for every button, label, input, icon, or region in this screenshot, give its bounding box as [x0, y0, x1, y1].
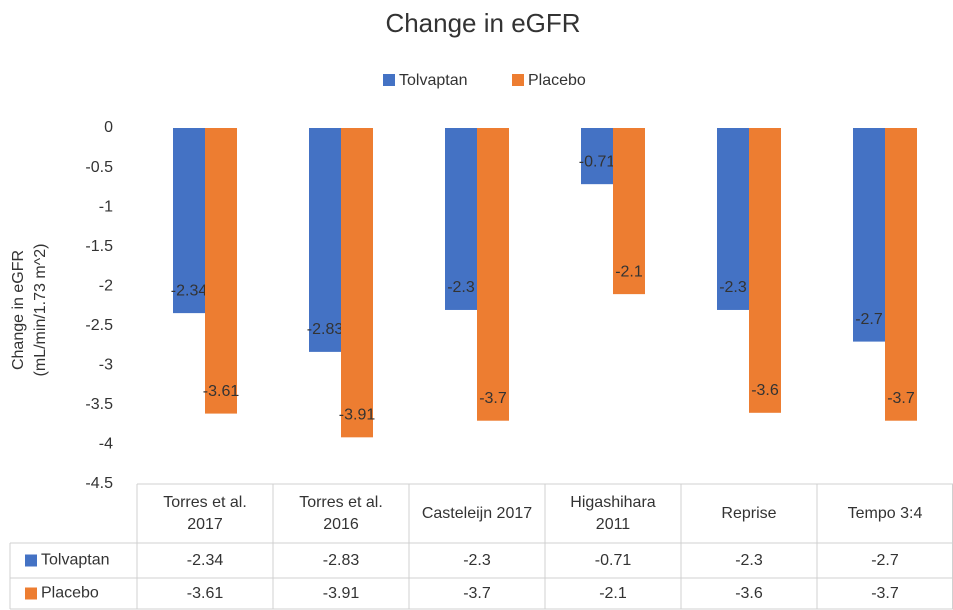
category-label: Casteleijn 2017 — [421, 504, 533, 522]
y-tick-label: -2 — [99, 277, 113, 294]
bar — [173, 128, 205, 314]
table-value: -3.7 — [871, 584, 899, 602]
data-label: -3.61 — [203, 383, 240, 400]
y-tick-label: -4.5 — [85, 475, 113, 492]
bar — [853, 128, 885, 342]
legend-swatch — [512, 74, 524, 86]
table-value: -2.1 — [599, 584, 627, 602]
table-value: -2.7 — [871, 551, 899, 569]
data-label: -2.3 — [447, 279, 475, 296]
bar — [445, 128, 477, 310]
bar — [341, 128, 373, 438]
bar — [205, 128, 237, 414]
y-tick-label: -0.5 — [85, 159, 113, 176]
table-value: -2.3 — [735, 551, 763, 569]
table-value: -3.61 — [186, 584, 224, 602]
bar — [717, 128, 749, 310]
y-tick-label: -2.5 — [85, 317, 113, 334]
data-label: -2.83 — [307, 321, 344, 338]
bar — [477, 128, 509, 421]
legend-label: Tolvaptan — [399, 72, 468, 89]
y-tick-label: -3 — [99, 357, 113, 374]
data-label: -0.71 — [579, 153, 616, 170]
table-value: -3.6 — [735, 584, 763, 602]
table-value: -3.7 — [463, 584, 491, 602]
data-label: -2.1 — [615, 263, 643, 280]
data-label: -2.3 — [719, 279, 747, 296]
table-series-name: Tolvaptan — [41, 552, 110, 569]
y-tick-label: -3.5 — [85, 396, 113, 413]
table-value: -2.3 — [463, 551, 491, 569]
bar — [749, 128, 781, 413]
table-legend-swatch — [25, 587, 37, 600]
table-value: -2.34 — [186, 551, 224, 569]
y-tick-label: 0 — [104, 119, 113, 136]
table-value: -2.83 — [322, 551, 360, 569]
data-label: -2.34 — [171, 282, 208, 299]
bar — [885, 128, 917, 421]
data-label: -3.91 — [339, 407, 376, 424]
bar — [613, 128, 645, 295]
data-label: -3.7 — [887, 390, 915, 407]
category-label: Torres et al. 2017 — [163, 493, 247, 533]
category-label: Reprise — [721, 504, 777, 522]
data-label: -3.7 — [479, 390, 507, 407]
chart-title: Change in eGFR — [385, 8, 580, 38]
bar — [309, 128, 341, 352]
table-value: -0.71 — [594, 551, 632, 569]
category-label: Torres et al. 2016 — [299, 493, 383, 533]
y-tick-label: -1.5 — [85, 238, 113, 255]
bar — [581, 128, 613, 185]
table-value: -3.91 — [322, 584, 360, 602]
category-label: Tempo 3:4 — [847, 504, 923, 522]
category-label: Higashihara 2011 — [570, 493, 656, 533]
data-label: -3.6 — [751, 382, 779, 399]
table-legend-swatch — [25, 554, 37, 567]
data-label: -2.7 — [855, 311, 883, 328]
y-tick-label: -4 — [99, 436, 113, 453]
legend-swatch — [383, 74, 395, 86]
table-series-name: Placebo — [41, 585, 99, 602]
y-tick-label: -1 — [99, 198, 113, 215]
legend-label: Placebo — [528, 72, 586, 89]
y-axis-label: Change in eGFR (mL/min/1.73 m^2) — [10, 243, 49, 377]
